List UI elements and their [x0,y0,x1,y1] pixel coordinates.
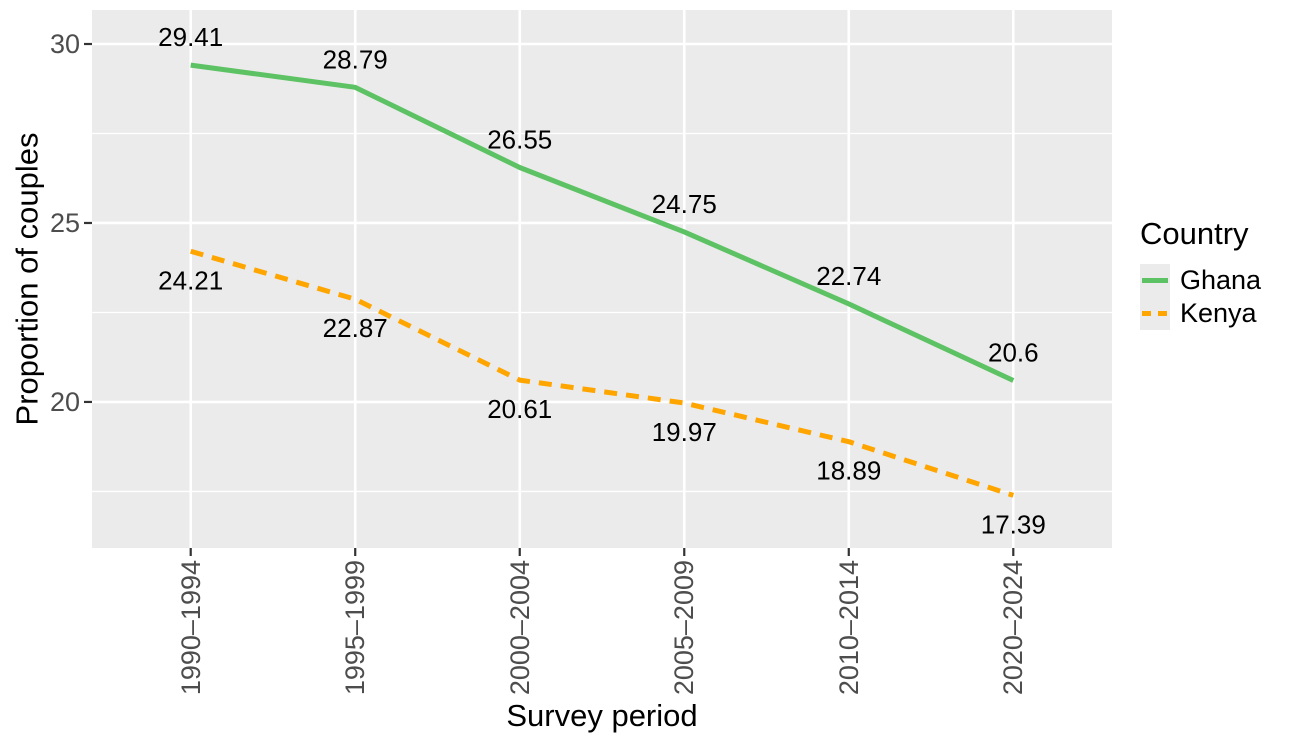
kenya-value-label: 17.39 [981,509,1046,539]
kenya-value-label: 24.21 [158,265,223,295]
kenya-value-label: 22.87 [323,313,388,343]
x-tick-label: 1995–1999 [340,560,371,696]
y-axis-title: Proportion of couples [9,132,44,426]
legend-title: Country [1140,216,1249,251]
panel-background [92,10,1112,548]
ghana-value-label: 22.74 [816,261,881,291]
legend-item-kenya: Kenya [1140,297,1261,330]
legend-items: Ghana Kenya [1140,264,1261,330]
x-tick-label: 2010–2014 [833,560,864,696]
kenya-value-label: 20.61 [487,394,552,424]
y-axis-title-wrap: Proportion of couples [6,10,48,548]
kenya-legend-sample-svg [1142,311,1168,316]
legend-label-ghana: Ghana [1180,265,1262,295]
y-tick-label: 25 [49,207,80,238]
ghana-legend-sample-svg [1142,278,1168,283]
legend-key-ghana [1140,264,1170,297]
ghana-value-label: 29.41 [158,22,223,52]
x-tick-label: 2000–2004 [504,560,535,696]
x-tick-label: 2005–2009 [669,560,700,696]
ghana-value-label: 20.6 [988,337,1039,367]
x-tick-label: 1990–1994 [175,560,206,696]
kenya-value-label: 19.97 [652,417,717,447]
x-tick-label: 2020–2024 [998,560,1029,696]
legend-item-ghana: Ghana [1140,264,1261,297]
y-tick-label: 20 [49,386,80,417]
kenya-line [190,248,1015,498]
ghana-line [190,62,1015,383]
ghana-value-label: 28.79 [323,44,388,74]
legend: Country Ghana Kenya [1140,216,1261,330]
kenya-value-label: 18.89 [816,456,881,486]
ghana-value-label: 24.75 [652,189,717,219]
legend-key-kenya [1140,297,1170,330]
x-axis-title: Survey period [506,698,698,733]
legend-label-kenya: Kenya [1180,298,1257,328]
ghana-value-label: 26.55 [487,124,552,154]
y-tick-label: 30 [49,29,80,59]
